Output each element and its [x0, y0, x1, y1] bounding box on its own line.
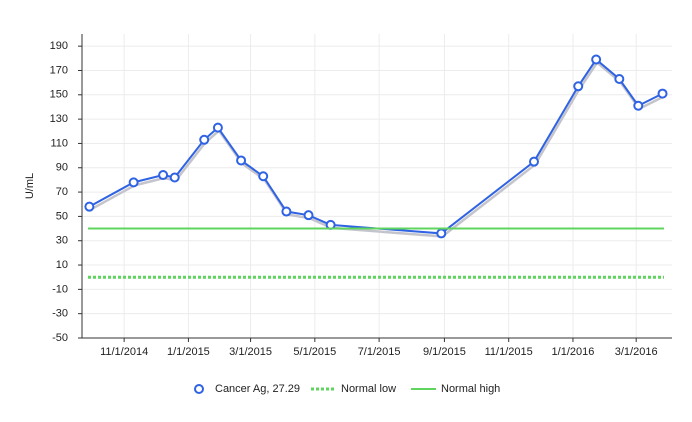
y-tick-label: 110 [50, 137, 68, 149]
y-tick-label: 190 [50, 40, 68, 52]
data-point [169, 172, 180, 183]
data-point [212, 122, 223, 133]
x-tick-label: 1/1/2015 [167, 346, 210, 358]
x-tick-label: 1/1/2016 [552, 346, 595, 358]
data-point [158, 170, 169, 181]
data-point [199, 134, 210, 145]
x-tick-label: 11/1/2015 [485, 346, 533, 358]
legend-marker [194, 384, 204, 394]
y-tick-label: -50 [52, 332, 68, 344]
y-axis-label: U/mL [24, 173, 36, 199]
data-point [303, 210, 314, 221]
x-tick-label: 7/1/2015 [358, 346, 401, 358]
y-tick-label: 170 [50, 64, 68, 76]
y-tick-label: 90 [56, 162, 68, 174]
data-point [436, 228, 447, 239]
y-tick-label: -30 [52, 308, 68, 320]
data-point [633, 100, 644, 111]
data-point [614, 73, 625, 84]
legend-label: Cancer Ag, 27.29 [215, 383, 300, 395]
legend-label: Normal low [341, 383, 396, 395]
data-point [281, 206, 292, 217]
y-tick-label: -10 [52, 283, 68, 295]
data-point [573, 81, 584, 92]
data-point [128, 177, 139, 188]
x-tick-label: 9/1/2015 [423, 346, 466, 358]
y-tick-label: 50 [56, 210, 68, 222]
y-tick-label: 30 [56, 235, 68, 247]
x-tick-label: 5/1/2015 [293, 346, 336, 358]
data-point [528, 156, 539, 167]
x-tick-label: 11/1/2014 [100, 346, 148, 358]
data-point [657, 88, 668, 99]
y-tick-label: 10 [56, 259, 68, 271]
y-tick-label: 70 [56, 186, 68, 198]
x-tick-label: 3/1/2015 [229, 346, 272, 358]
data-point [258, 171, 269, 182]
data-point [84, 201, 95, 212]
y-tick-label: 150 [50, 89, 68, 101]
data-point [236, 155, 247, 166]
data-point [591, 54, 602, 65]
legend-label: Normal high [441, 383, 500, 395]
x-tick-label: 3/1/2016 [615, 346, 658, 358]
y-tick-label: 130 [50, 113, 68, 125]
